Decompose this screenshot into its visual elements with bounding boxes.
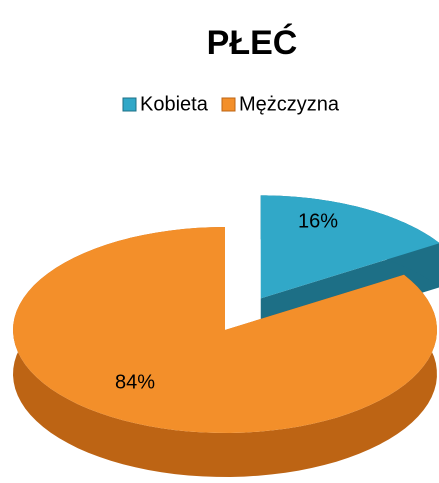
data-label: 16% — [298, 210, 338, 232]
chart-title: PŁEĆ — [207, 24, 298, 62]
data-label: 84% — [115, 371, 155, 393]
legend-label: Mężczyzna — [239, 93, 340, 115]
pie-slice — [13, 227, 437, 433]
legend-label: Kobieta — [140, 93, 209, 115]
legend-swatch — [221, 97, 236, 112]
pie-slice — [260, 195, 439, 299]
legend-swatch — [122, 97, 137, 112]
